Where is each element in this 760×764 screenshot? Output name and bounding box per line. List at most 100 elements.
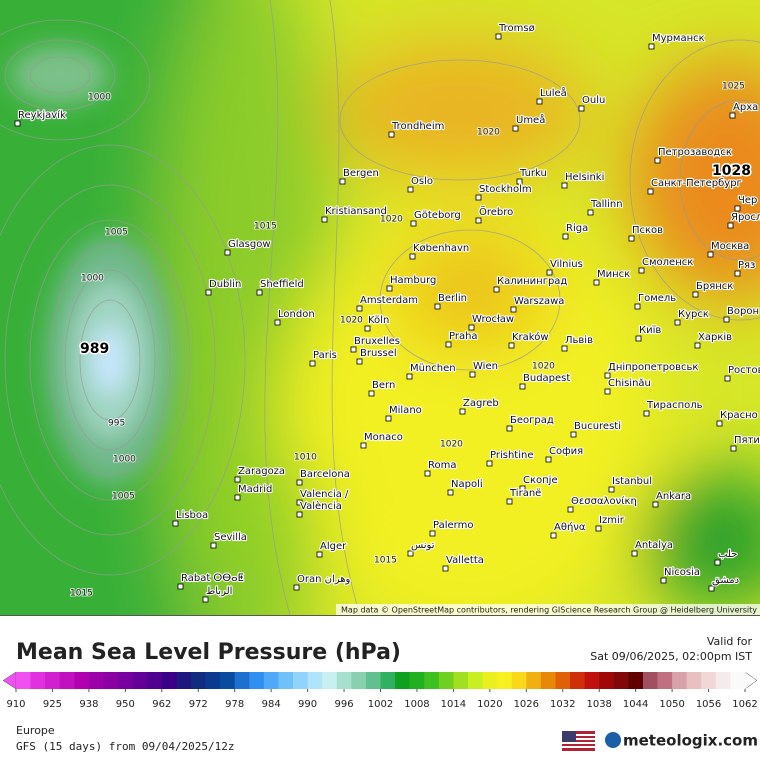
- colorbar-swatch: [497, 672, 513, 689]
- city-marker: [309, 360, 316, 367]
- city-label: London: [278, 309, 315, 320]
- city-marker: [210, 542, 217, 549]
- city-label: Арха: [733, 102, 758, 113]
- city-label: Львів: [565, 334, 593, 346]
- city-marker: [708, 585, 715, 592]
- city-label: Izmir: [599, 515, 625, 526]
- colorbar-swatch: [453, 672, 469, 689]
- city-marker: [648, 43, 655, 50]
- city-marker: [692, 291, 699, 298]
- city-label: Kristiansand: [325, 206, 387, 217]
- city-label: Chisinău: [608, 378, 651, 389]
- isobar-label: 1020: [380, 215, 403, 225]
- colorbar-swatch: [30, 672, 46, 689]
- colorbar-tick-label: 972: [189, 699, 208, 710]
- city-marker: [734, 205, 741, 212]
- city-marker: [475, 217, 482, 224]
- colorbar-swatch: [74, 672, 90, 689]
- isobar-label: 1020: [340, 316, 363, 326]
- city-label: Praha: [449, 331, 478, 342]
- city-marker: [172, 520, 179, 527]
- colorbar-swatch: [190, 672, 207, 689]
- city-marker: [628, 235, 635, 242]
- colorbar-tick-label: 1020: [477, 699, 502, 710]
- city-label: Warszawa: [514, 296, 564, 307]
- city-label: Дніпропетровськ: [608, 361, 698, 373]
- colorbar-tick-label: 925: [43, 699, 62, 710]
- colorbar-tick-label: 950: [116, 699, 135, 710]
- city-marker: [364, 325, 371, 332]
- city-marker: [447, 489, 454, 496]
- colorbar-tick-label: 996: [335, 699, 354, 710]
- colorbar-tick-label: 910: [6, 699, 25, 710]
- isobar-label: 1015: [70, 589, 93, 599]
- city-marker: [716, 420, 723, 427]
- city-marker: [224, 249, 231, 256]
- city-marker: [631, 550, 638, 557]
- colorbar-swatch: [555, 672, 571, 689]
- colorbar-swatch: [176, 672, 192, 689]
- city-label: Hamburg: [390, 275, 436, 286]
- colorbar-swatch: [293, 672, 309, 689]
- colorbar-tick-label: 1026: [514, 699, 539, 710]
- colorbar-swatch: [642, 672, 659, 689]
- city-label: Rabat ⵔⴱⴰⵟ: [181, 573, 244, 584]
- city-label: Харків: [698, 331, 732, 343]
- city-marker: [545, 456, 552, 463]
- city-marker: [647, 188, 654, 195]
- city-marker: [512, 125, 519, 132]
- city-label: Dublin: [209, 279, 241, 290]
- attribution: Map data © OpenStreetMap contributors, r…: [341, 606, 757, 615]
- city-marker: [274, 319, 281, 326]
- city-marker: [561, 182, 568, 189]
- city-marker: [296, 511, 303, 518]
- city-marker: [652, 501, 659, 508]
- city-label: Tallinn: [590, 199, 623, 210]
- city-marker: [202, 596, 209, 603]
- colorbar-tick-label: 1062: [732, 699, 757, 710]
- city-label: Monaco: [364, 432, 403, 443]
- isobar-label: 1025: [722, 82, 745, 92]
- colorbar-swatch: [118, 672, 134, 689]
- city-label: الرباط: [206, 586, 232, 597]
- colorbar-tick-label: 1032: [550, 699, 575, 710]
- colorbar-swatch: [336, 672, 352, 689]
- brand[interactable]: meteologix.com: [623, 732, 758, 750]
- city-marker: [360, 442, 367, 449]
- city-marker: [409, 253, 416, 260]
- city-label: Sheffield: [260, 279, 304, 290]
- city-marker: [604, 372, 611, 379]
- city-marker: [386, 285, 393, 292]
- colorbar-swatch: [672, 672, 688, 689]
- city-marker: [388, 131, 395, 138]
- city-label: København: [413, 243, 469, 254]
- city-marker: [567, 506, 574, 513]
- colorbar-swatch: [278, 672, 294, 689]
- colorbar-swatch: [103, 672, 119, 689]
- colorbar-swatch: [351, 672, 367, 689]
- city-marker: [510, 306, 517, 313]
- city-label: Москва: [711, 241, 749, 252]
- colorbar-swatch: [307, 672, 323, 689]
- colorbar-swatch: [249, 672, 265, 689]
- city-label: Αθήνα: [554, 521, 586, 533]
- city-marker: [434, 303, 441, 310]
- city-label: Palermo: [433, 520, 473, 531]
- city-marker: [562, 233, 569, 240]
- colorbar-swatch: [526, 672, 542, 689]
- city-label: Paris: [313, 350, 337, 361]
- city-marker: [536, 98, 543, 105]
- city-marker: [407, 186, 414, 193]
- city-label: Ряз: [738, 260, 755, 271]
- city-marker: [368, 390, 375, 397]
- city-label: Београд: [510, 415, 554, 426]
- city-label: Zagreb: [463, 398, 499, 409]
- city-label: Θεσσαλονίκη: [571, 495, 637, 507]
- city-label: Göteborg: [414, 210, 461, 221]
- city-marker: [356, 305, 363, 312]
- city-marker: [424, 470, 431, 477]
- city-label: Мурманск: [652, 33, 705, 44]
- flag[interactable]: [562, 731, 595, 751]
- city-marker: [516, 178, 523, 185]
- city-label: Kraków: [512, 331, 549, 343]
